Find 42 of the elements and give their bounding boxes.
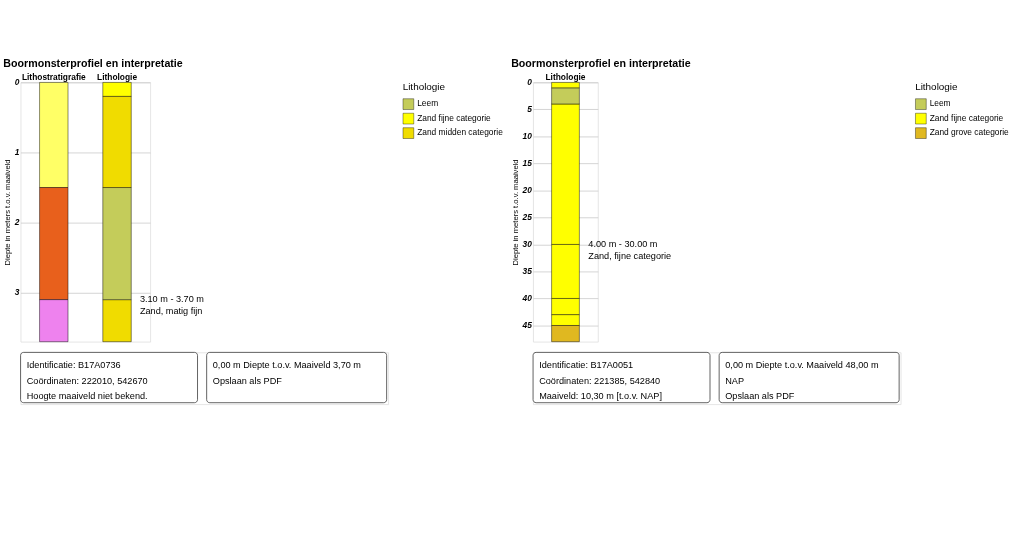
- text: Maaiveld: 10,30 m [t.o.v. NAP]: [539, 390, 662, 401]
- y-tick-label: 40: [521, 293, 533, 304]
- legend-label: Leem: [417, 98, 439, 109]
- y-tick-label: 2: [13, 217, 20, 228]
- legend-label: Zand grove categorie: [929, 127, 1010, 138]
- x-tick-label: Lithologie: [97, 71, 138, 82]
- y-axis-title: Diepte in meters t.o.v. maaiveld: [3, 159, 13, 266]
- y-tick-label: 25: [521, 212, 533, 223]
- annotation: 4.00 m - 30.00 m Zand, fijne categorie: [588, 238, 672, 261]
- text: 0,00 m Diepte t.o.v. Maaiveld 3,70 m: [212, 360, 362, 371]
- y-axis-title: Diepte in meters t.o.v. maaiveld: [511, 159, 521, 266]
- x-tick-label: Lithologie: [545, 71, 586, 82]
- text: Coördinaten: 221385, 542840: [539, 375, 661, 386]
- text: Opslaan als PDF: [212, 375, 283, 386]
- legend-label: Zand midden categorie: [417, 127, 504, 138]
- y-tick-label: 5: [527, 104, 533, 115]
- text: Opslaan als PDF: [725, 390, 795, 401]
- y-tick-label: 30: [522, 239, 533, 250]
- y-tick-label: 3: [14, 287, 20, 298]
- x-tick-label: Lithostratigrafie: [21, 71, 87, 82]
- legend-label: Leem: [929, 98, 951, 109]
- legend-title: Lithologie: [402, 81, 446, 93]
- chart-title: Boormonsterprofiel en interpretatie: [3, 56, 183, 69]
- chart-title: Boormonsterprofiel en interpretatie: [511, 56, 691, 69]
- y-tick-label: 0: [527, 77, 533, 88]
- text: Identificatie: B17A0051: [539, 360, 634, 371]
- text: Identificatie: B17A0736: [26, 360, 121, 371]
- text: Coördinaten: 222010, 542670: [26, 375, 148, 386]
- y-tick-label: 20: [521, 185, 533, 196]
- text: 0,00 m Diepte t.o.v. Maaiveld 48,00 m: [725, 360, 879, 371]
- legend-title: Lithologie: [915, 81, 959, 93]
- legend-label: Zand fijne categorie: [929, 112, 1004, 123]
- annotation: 3.10 m - 3.70 m Zand, matig fijn: [139, 293, 205, 317]
- text: Hoogte maaiveld niet bekend.: [26, 390, 148, 401]
- legend-label: Zand fijne categorie: [417, 112, 492, 123]
- y-tick-label: 35: [522, 266, 533, 277]
- text: NAP: [725, 375, 745, 386]
- y-tick-label: 45: [521, 320, 533, 331]
- y-tick-label: 15: [522, 158, 533, 169]
- y-tick-label: 0: [14, 77, 20, 88]
- y-tick-label: 1: [14, 147, 20, 158]
- y-tick-label: 10: [522, 131, 533, 142]
